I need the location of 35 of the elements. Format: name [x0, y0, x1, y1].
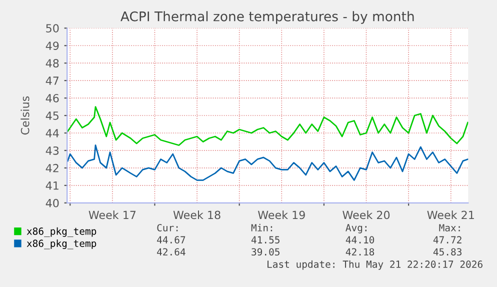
- text: Avg:: [346, 224, 366, 234]
- y-tick-label: 43: [46, 146, 59, 155]
- text: 42.18: [346, 248, 374, 256]
- y-tick-label: 48: [46, 59, 59, 68]
- x-tick-label: Week 18: [173, 210, 220, 220]
- x-tick-label: Week 19: [258, 210, 305, 220]
- line-series: [67, 144, 468, 181]
- line-series: [67, 106, 468, 146]
- text: Min:: [251, 224, 272, 232]
- x-tick-label: Week 21: [427, 210, 474, 220]
- text: Cur:: [157, 224, 178, 232]
- chart-title: ACPI Thermal zone temperatures - by month: [120, 11, 414, 24]
- y-tick-label: 41: [46, 182, 58, 190]
- y-tick-label: 42: [46, 164, 58, 172]
- text: 47.72: [433, 236, 462, 244]
- y-tick-label: 46: [46, 94, 59, 102]
- y-tick-label: 45: [46, 112, 58, 120]
- text: 45.83: [433, 248, 462, 256]
- text: 44.67: [157, 236, 186, 244]
- text: Max:: [439, 224, 460, 232]
- text: 39.05: [252, 248, 280, 256]
- y-tick-label: 44: [46, 129, 59, 138]
- legend-label: x86_pkg_temp: [26, 240, 96, 250]
- legend-label: x86_pkg_temp: [26, 227, 96, 238]
- text: 42.64: [157, 248, 186, 256]
- y-tick-label: 47: [46, 76, 59, 85]
- text: Last update: Thu May 21 22:20:17 2026: [268, 260, 482, 270]
- y-tick-label: 40: [46, 198, 59, 208]
- text: 44.10: [346, 236, 374, 244]
- y-tick-label: 50: [46, 24, 59, 33]
- text: 41.55: [251, 236, 280, 244]
- x-tick-label: Week 20: [342, 210, 390, 220]
- y-tick-label: 49: [46, 42, 59, 50]
- x-tick-label: Week 17: [88, 210, 136, 220]
- y-axis-title: Celsius: [20, 96, 30, 135]
